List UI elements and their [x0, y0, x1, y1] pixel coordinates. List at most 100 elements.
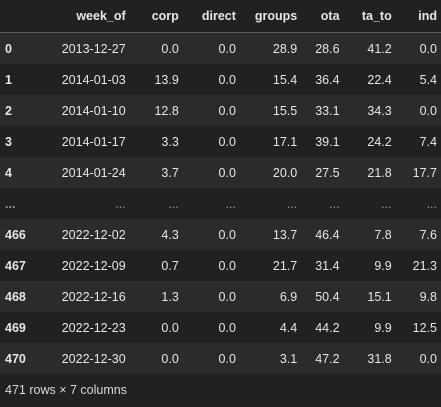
cell-week-of: 2022-12-02	[52, 219, 128, 250]
cell-ind: 12.5	[391, 312, 441, 343]
cell-ind: 5.4	[391, 64, 441, 95]
cell-ind: 17.7	[391, 157, 441, 188]
header-week-of: week_of	[52, 0, 128, 33]
table-row: 0 2013-12-27 0.0 0.0 28.9 28.6 41.2 0.0	[0, 32, 441, 64]
cell-ota: 47.2	[297, 343, 340, 374]
cell-groups: 20.0	[235, 157, 298, 188]
cell-ind: 0.0	[391, 95, 441, 126]
cell-index: 470	[0, 343, 53, 374]
cell-direct: 0.0	[178, 32, 236, 64]
header-index	[0, 0, 53, 33]
cell-week-of: ...	[52, 188, 128, 219]
table-row: 1 2014-01-03 13.9 0.0 15.4 36.4 22.4 5.4	[0, 64, 441, 95]
cell-week-of: 2022-12-16	[52, 281, 128, 312]
cell-corp: 1.3	[127, 281, 179, 312]
cell-corp: 0.0	[127, 343, 179, 374]
cell-direct: 0.0	[178, 343, 236, 374]
cell-corp: 0.0	[127, 32, 179, 64]
cell-ind: 0.0	[391, 32, 441, 64]
cell-corp: 0.7	[127, 250, 179, 281]
cell-corp: ...	[127, 188, 179, 219]
table-row: 2 2014-01-10 12.8 0.0 15.5 33.1 34.3 0.0	[0, 95, 441, 126]
cell-ind: 7.4	[391, 126, 441, 157]
cell-ota: 36.4	[297, 64, 340, 95]
header-groups: groups	[235, 0, 298, 33]
cell-groups: 28.9	[235, 32, 298, 64]
cell-ind: 9.8	[391, 281, 441, 312]
cell-direct: ...	[178, 188, 236, 219]
cell-index: 3	[0, 126, 53, 157]
cell-ota: 50.4	[297, 281, 340, 312]
cell-direct: 0.0	[178, 312, 236, 343]
dataframe-table: week_of corp direct groups ota ta_to ind…	[0, 0, 441, 374]
cell-ta-to: 41.2	[339, 32, 392, 64]
cell-index: 467	[0, 250, 53, 281]
cell-ota: 44.2	[297, 312, 340, 343]
cell-groups: 15.5	[235, 95, 298, 126]
cell-corp: 12.8	[127, 95, 179, 126]
cell-ta-to: 9.9	[339, 250, 392, 281]
cell-ind: 0.0	[391, 343, 441, 374]
cell-week-of: 2014-01-03	[52, 64, 128, 95]
table-row: 4 2014-01-24 3.7 0.0 20.0 27.5 21.8 17.7	[0, 157, 441, 188]
cell-direct: 0.0	[178, 219, 236, 250]
cell-week-of: 2013-12-27	[52, 32, 128, 64]
cell-ota: 33.1	[297, 95, 340, 126]
table-row: 470 2022-12-30 0.0 0.0 3.1 47.2 31.8 0.0	[0, 343, 441, 374]
cell-week-of: 2014-01-24	[52, 157, 128, 188]
cell-direct: 0.0	[178, 126, 236, 157]
table-row: 467 2022-12-09 0.7 0.0 21.7 31.4 9.9 21.3	[0, 250, 441, 281]
header-ind: ind	[391, 0, 441, 33]
header-row: week_of corp direct groups ota ta_to ind	[0, 0, 441, 33]
cell-index: 4	[0, 157, 53, 188]
cell-direct: 0.0	[178, 250, 236, 281]
cell-ta-to: 9.9	[339, 312, 392, 343]
cell-ota: 28.6	[297, 32, 340, 64]
cell-ota: ...	[297, 188, 340, 219]
table-header: week_of corp direct groups ota ta_to ind	[0, 0, 441, 33]
table-body: 0 2013-12-27 0.0 0.0 28.9 28.6 41.2 0.0 1 2014-01…	[0, 32, 441, 374]
cell-ta-to: ...	[339, 188, 392, 219]
cell-groups: 4.4	[235, 312, 298, 343]
cell-direct: 0.0	[178, 64, 236, 95]
header-direct: direct	[178, 0, 236, 33]
cell-index: 469	[0, 312, 53, 343]
cell-ta-to: 15.1	[339, 281, 392, 312]
cell-index: 0	[0, 32, 53, 64]
header-ota: ota	[297, 0, 340, 33]
cell-index: 1	[0, 64, 53, 95]
cell-week-of: 2014-01-17	[52, 126, 128, 157]
header-ta-to: ta_to	[339, 0, 392, 33]
table-row: 3 2014-01-17 3.3 0.0 17.1 39.1 24.2 7.4	[0, 126, 441, 157]
cell-groups: 3.1	[235, 343, 298, 374]
cell-week-of: 2014-01-10	[52, 95, 128, 126]
cell-corp: 3.3	[127, 126, 179, 157]
cell-ta-to: 24.2	[339, 126, 392, 157]
cell-groups: 6.9	[235, 281, 298, 312]
cell-ota: 39.1	[297, 126, 340, 157]
table-row: 468 2022-12-16 1.3 0.0 6.9 50.4 15.1 9.8	[0, 281, 441, 312]
cell-ind: ...	[391, 188, 441, 219]
cell-ta-to: 7.8	[339, 219, 392, 250]
cell-groups: 21.7	[235, 250, 298, 281]
table-row: 466 2022-12-02 4.3 0.0 13.7 46.4 7.8 7.6	[0, 219, 441, 250]
table-row: ........................	[0, 188, 441, 219]
cell-ta-to: 34.3	[339, 95, 392, 126]
cell-ind: 21.3	[391, 250, 441, 281]
cell-corp: 3.7	[127, 157, 179, 188]
cell-direct: 0.0	[178, 157, 236, 188]
cell-corp: 13.9	[127, 64, 179, 95]
cell-ind: 7.6	[391, 219, 441, 250]
cell-ota: 27.5	[297, 157, 340, 188]
cell-groups: ...	[235, 188, 298, 219]
cell-index: ...	[0, 188, 53, 219]
cell-index: 468	[0, 281, 53, 312]
cell-ta-to: 31.8	[339, 343, 392, 374]
cell-index: 466	[0, 219, 53, 250]
cell-groups: 13.7	[235, 219, 298, 250]
cell-ota: 31.4	[297, 250, 340, 281]
shape-summary: 471 rows × 7 columns	[5, 383, 127, 397]
cell-ota: 46.4	[297, 219, 340, 250]
cell-groups: 17.1	[235, 126, 298, 157]
